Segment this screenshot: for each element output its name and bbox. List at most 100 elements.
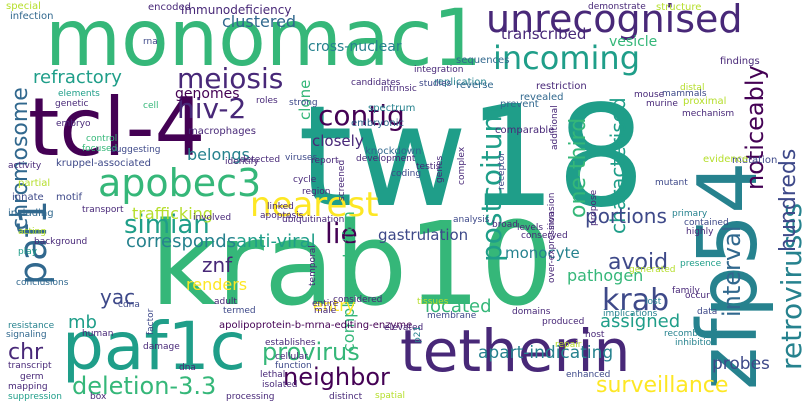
- word-contained: contained: [684, 218, 729, 228]
- word-suggesting: suggesting: [111, 145, 161, 155]
- word-presence: presence: [680, 259, 722, 269]
- word-sequences: sequences: [456, 55, 510, 66]
- word-background: background: [34, 237, 88, 247]
- word-anti-viral: anti-viral: [236, 231, 316, 252]
- word-family: family: [672, 286, 700, 296]
- word-resistance: resistance: [8, 321, 55, 331]
- word-involved: involved: [193, 213, 232, 223]
- word-mouse: mouse: [634, 90, 665, 100]
- word-repair: repair: [555, 340, 582, 350]
- word-corresponds: corresponds: [126, 231, 237, 252]
- word-partial: partial: [18, 178, 51, 189]
- word-monomac1: monomac1: [45, 0, 483, 84]
- word-contig: contig: [318, 99, 405, 132]
- word-tetherin: tetherin: [400, 317, 631, 385]
- word-establishes: establishes: [265, 338, 316, 348]
- word-receptor: receptor: [497, 152, 507, 190]
- word-p21: p21: [413, 325, 423, 343]
- word-mb: mb: [68, 312, 97, 333]
- word-lethal: lethal: [260, 370, 286, 380]
- word-processing: processing: [226, 392, 275, 402]
- word-adult: adult: [214, 297, 237, 307]
- word-gastrulation: gastrulation: [378, 226, 469, 244]
- word-apobec3: apobec3: [98, 161, 262, 205]
- word-belongs: belongs: [187, 145, 250, 164]
- word-prevent: prevent: [500, 99, 539, 110]
- word-enhanced: enhanced: [566, 370, 611, 380]
- word-entire: entire: [312, 299, 339, 309]
- word-occur: occur: [685, 291, 710, 301]
- word-including: including: [8, 208, 54, 219]
- word-apoptosis: apoptosis: [260, 211, 304, 221]
- word-mutant: mutant: [655, 178, 688, 188]
- word-elevated: elevated: [384, 323, 424, 333]
- word-embryonic: embryonic: [351, 118, 405, 129]
- word-intrinsic: intrinsic: [381, 84, 417, 94]
- word-avoid: avoid: [608, 250, 669, 275]
- word-embryo: embryo: [56, 119, 91, 129]
- word-located: located: [425, 296, 492, 317]
- word-yac: yac: [100, 285, 136, 309]
- word-vesicle: vesicle: [609, 34, 658, 50]
- word-assigned: assigned: [600, 311, 681, 332]
- word-box: box: [90, 392, 107, 402]
- word-mammals: mammals: [662, 89, 707, 99]
- word-ubiquitination: ubiquitination: [282, 215, 345, 225]
- word-control: control: [86, 134, 118, 144]
- word-play: play: [18, 247, 38, 257]
- word-knockdown: knockdown: [365, 146, 422, 157]
- word-detected: detected: [240, 155, 281, 165]
- word-acting: acting: [18, 227, 46, 237]
- word-demonstrate: demonstrate: [588, 2, 646, 12]
- word-germ: germ: [20, 372, 44, 382]
- word-viruses: viruses: [285, 153, 318, 163]
- word-tcl-4: tcl-4: [28, 81, 206, 174]
- word-pathogen: pathogen: [567, 266, 644, 285]
- word-implications: implications: [603, 309, 658, 319]
- word-unrecognised: unrecognised: [486, 0, 743, 41]
- word-noticeably: noticeably: [741, 65, 769, 190]
- word-one-third: one-third: [566, 117, 591, 218]
- word-lie: lie: [325, 217, 358, 250]
- word-studies: studies: [419, 79, 452, 89]
- word-levels: levels: [517, 223, 544, 233]
- word-tw18: tw18: [298, 76, 646, 239]
- word-human: human: [82, 329, 114, 339]
- word-immunodeficiency: immunodeficiency: [181, 3, 292, 17]
- word-cell: cell: [143, 101, 159, 111]
- word-integration: integration: [414, 65, 464, 75]
- word-coding: coding: [391, 169, 422, 179]
- word-monocyte: monocyte: [505, 244, 580, 262]
- word-tissues: tissues: [417, 297, 449, 307]
- word-highly: highly: [686, 227, 714, 237]
- word-hiv-2: hiv-2: [177, 92, 247, 125]
- word-linked: linked: [267, 202, 294, 212]
- word-hundreds: hundreds: [776, 148, 801, 252]
- word-proximal: proximal: [683, 96, 727, 107]
- word-inhibition: inhibition: [675, 338, 717, 348]
- word-infection: infection: [10, 11, 54, 22]
- word-closely: closely: [312, 132, 364, 150]
- word-reverse: reverse: [456, 80, 494, 91]
- word-broad: broad: [492, 220, 518, 230]
- word-trafficking: trafficking: [132, 204, 213, 223]
- word-elements: elements: [58, 89, 100, 99]
- word-renders: renders: [186, 275, 248, 294]
- word-cellular: cellular: [275, 352, 308, 362]
- word-mapping: mapping: [8, 382, 48, 392]
- word-apolipoprotein-b-mrna-editing-enzyme: apolipoprotein-b-mrna-editing-enzyme: [219, 320, 413, 331]
- word-cross-nuclear: cross-nuclear: [308, 39, 402, 55]
- word-paf1c: paf1c: [62, 308, 246, 385]
- word-znf: znf: [202, 253, 233, 277]
- word-cdna: cdna: [118, 300, 140, 310]
- word-candidates: candidates: [351, 78, 401, 88]
- word-conserved: conserved: [521, 231, 568, 241]
- word-transcript: transcript: [8, 361, 52, 371]
- word-membrane: membrane: [427, 311, 477, 321]
- word-deletion-3-3: deletion-3.3: [72, 372, 217, 400]
- word-factor: factor: [146, 308, 156, 335]
- word-kruppel-associated: kruppel-associated: [56, 158, 151, 169]
- word-entry: entry: [313, 296, 356, 315]
- word-report: report: [311, 156, 339, 166]
- word-complex: complex: [457, 146, 467, 185]
